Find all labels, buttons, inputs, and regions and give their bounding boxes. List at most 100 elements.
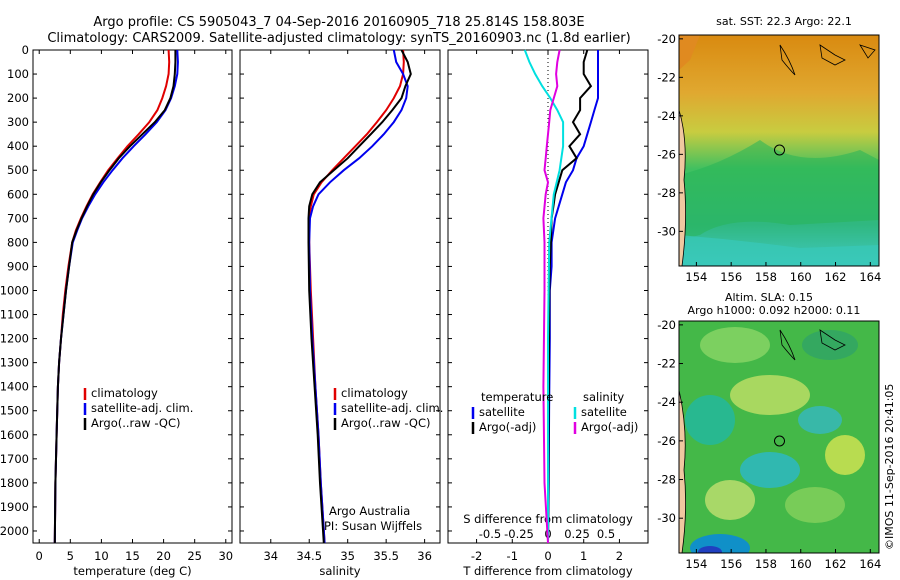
- x-tick-label: 20: [156, 549, 171, 563]
- map-x-tick-label: 164: [859, 557, 881, 571]
- x-tick-label: 2: [616, 549, 623, 563]
- y-tick-label: 500: [7, 163, 29, 177]
- y-tick-label: 1300: [0, 356, 29, 370]
- legend-entry: climatology: [341, 386, 408, 400]
- legend-temperature-title: temperature: [481, 390, 553, 404]
- map-x-tick-label: 156: [720, 270, 742, 284]
- temperature-plot-frame: [32, 49, 233, 544]
- x-tick-label: 15: [125, 549, 140, 563]
- temperature-x-axis-label: temperature (deg C): [73, 564, 191, 578]
- temperature-argo-raw-qc-line: [53, 50, 177, 544]
- difference-salinity-argo-adj-line: [542, 49, 561, 544]
- temperature-panel: 0100200300400500600700800900100011001200…: [0, 43, 233, 578]
- temperature-satellite-adj-clim-line: [53, 49, 179, 544]
- map-y-tick-label: -26: [657, 434, 676, 448]
- s-tick-label: -0.5: [479, 527, 501, 541]
- salinity-argo-raw-qc-line: [307, 49, 412, 544]
- s-tick-label: 0.5: [597, 527, 615, 541]
- header-line-2: Climatology: CARS2009. Satellite-adjuste…: [47, 31, 630, 46]
- x-tick-label: 0: [36, 549, 43, 563]
- x-tick-label: 25: [187, 549, 202, 563]
- sla-map-subtitle: Argo h1000: 0.092 h2000: 0.11: [688, 304, 861, 317]
- map-x-tick-label: 158: [755, 557, 777, 571]
- map-y-tick-label: -28: [657, 186, 676, 200]
- map-y-tick-label: -30: [657, 224, 676, 238]
- x-tick-label: -1: [507, 549, 518, 563]
- y-tick-label: 600: [7, 187, 29, 201]
- legend-entry: satellite-adj. clim.: [91, 401, 193, 415]
- map-y-tick-label: -20: [657, 32, 676, 46]
- legend-entry: Argo(-adj): [581, 420, 638, 434]
- salinity-panel: 34 34.5 35 35.5 36 salinity climatologysatelli…: [239, 49, 443, 578]
- x-tick-label: -2: [471, 549, 482, 563]
- sst-map-title: sat. SST: 22.3 Argo: 22.1: [716, 15, 852, 28]
- y-tick-label: 1600: [0, 428, 29, 442]
- y-tick-label: 300: [7, 115, 29, 129]
- x-tick-label: 36: [417, 549, 432, 563]
- sla-map-field: [679, 321, 879, 553]
- map-x-tick-label: 164: [859, 270, 881, 284]
- legend-entry: Argo(..raw -QC): [341, 416, 431, 430]
- y-tick-label: 900: [7, 259, 29, 273]
- y-tick-label: 100: [7, 67, 29, 81]
- x-tick-label: 34: [263, 549, 278, 563]
- sst-map-field: [679, 35, 879, 266]
- y-tick-label: 0: [22, 43, 29, 57]
- y-tick-label: 1400: [0, 380, 29, 394]
- legend-entry: satellite: [479, 405, 525, 419]
- legend-entry: Argo(-adj): [479, 420, 536, 434]
- salinity-plot-frame: [239, 49, 441, 544]
- legend-entry: climatology: [91, 386, 158, 400]
- map-y-tick-label: -30: [657, 511, 676, 525]
- x-tick-label: 0: [544, 549, 551, 563]
- map-y-tick-label: -20: [657, 318, 676, 332]
- map-x-tick-label: 154: [685, 270, 707, 284]
- x-tick-label: 34.5: [296, 549, 322, 563]
- salinity-climatology-line: [308, 49, 405, 544]
- y-tick-label: 1100: [0, 308, 29, 322]
- map-x-tick-label: 158: [755, 270, 777, 284]
- map-x-tick-label: 156: [720, 557, 742, 571]
- header-line-1: Argo profile: CS 5905043_7 04-Sep-2016 2…: [93, 15, 584, 30]
- y-tick-label: 1800: [0, 476, 29, 490]
- map-x-tick-label: 160: [790, 557, 812, 571]
- x-tick-label: 35.5: [373, 549, 399, 563]
- x-tick-label: 5: [67, 549, 74, 563]
- legend-entry: satellite-adj. clim.: [341, 401, 443, 415]
- y-tick-label: 1700: [0, 452, 29, 466]
- map-y-tick-label: -24: [657, 109, 676, 123]
- pi-label: PI: Susan Wijffels: [324, 519, 422, 533]
- s-tick-label: -0.25: [504, 527, 534, 541]
- s-tick-label: 0.25: [564, 527, 590, 541]
- map-y-tick-label: -26: [657, 147, 676, 161]
- sst-map-panel: sat. SST: 22.3 Argo: 22.1 154 156 158 160 16…: [657, 15, 881, 284]
- y-tick-label: 700: [7, 211, 29, 225]
- y-tick-label: 1900: [0, 500, 29, 514]
- x-tick-label: 1: [580, 549, 587, 563]
- x-tick-label: 10: [94, 549, 109, 563]
- map-x-tick-label: 162: [825, 270, 847, 284]
- sla-map-title: Altim. SLA: 0.15: [725, 291, 813, 304]
- institution-label: Argo Australia: [329, 504, 410, 518]
- sla-map-panel: Altim. SLA: 0.15 Argo h1000: 0.092 h2000…: [657, 291, 881, 571]
- legend-entry: satellite: [581, 405, 627, 419]
- map-y-tick-label: -28: [657, 473, 676, 487]
- legend-salinity-title: salinity: [583, 390, 624, 404]
- map-x-tick-label: 162: [825, 557, 847, 571]
- imos-timestamp: ©IMOS 11-Sep-2016 20:41:05: [883, 384, 896, 550]
- map-y-tick-label: -22: [657, 70, 676, 84]
- salinity-x-axis-label: salinity: [319, 564, 360, 578]
- map-x-tick-label: 154: [685, 557, 707, 571]
- salinity-satellite-adj-clim-line: [308, 49, 409, 544]
- legend-entry: Argo(..raw -QC): [91, 416, 181, 430]
- x-tick-label: 30: [218, 549, 233, 563]
- y-tick-label: 800: [7, 235, 29, 249]
- map-x-tick-label: 160: [790, 270, 812, 284]
- y-tick-label: 1000: [0, 283, 29, 297]
- difference-x-axis-label: T difference from climatology: [462, 564, 633, 578]
- map-y-tick-label: -24: [657, 395, 676, 409]
- y-tick-label: 1200: [0, 332, 29, 346]
- y-tick-label: 400: [7, 139, 29, 153]
